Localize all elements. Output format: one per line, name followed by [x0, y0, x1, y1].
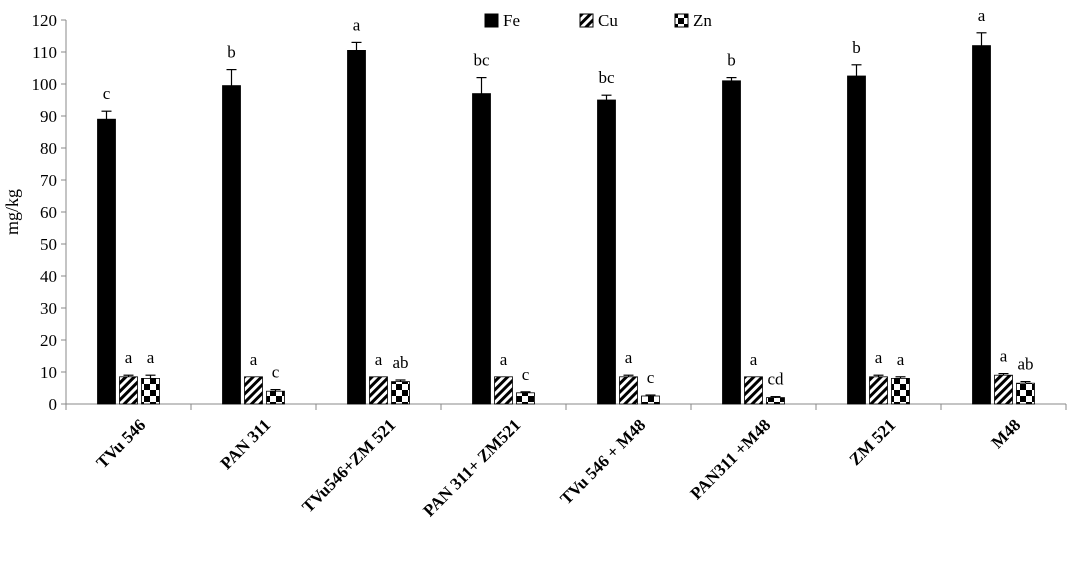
bar-fe: [222, 85, 241, 405]
y-tick-label: 10: [40, 363, 57, 382]
axes-group: 0 10 20 30 40 50 60 70 80 90 100 110 120 mg/kg TVu 546…: [2, 11, 1067, 520]
significance-letter: a: [353, 15, 361, 34]
bar-fe: [972, 45, 991, 405]
bar-cu: [244, 376, 263, 405]
significance-letter: a: [625, 348, 633, 367]
x-category-label: TVu546+ZM 521: [298, 415, 399, 516]
significance-letter: a: [1000, 347, 1008, 366]
y-tick-label: 80: [40, 139, 57, 158]
significance-letter: a: [500, 350, 508, 369]
legend-swatch-cu: [579, 13, 594, 28]
y-tick-label: 20: [40, 331, 57, 350]
y-tick-label: 120: [32, 11, 58, 30]
bar-cu: [744, 376, 763, 405]
y-tick-label: 30: [40, 299, 57, 318]
significance-letter: a: [375, 350, 383, 369]
significance-letter: bc: [473, 51, 490, 70]
bar-cu: [619, 376, 638, 405]
legend-label-zn: Zn: [693, 11, 712, 30]
x-category-label: PAN311 +M48: [686, 415, 774, 503]
significance-letter: a: [978, 6, 986, 25]
significance-letter: a: [250, 350, 258, 369]
bar-fe: [472, 93, 491, 405]
legend-swatch-fe: [484, 13, 499, 28]
legend-label-cu: Cu: [598, 11, 618, 30]
y-tick-label: 40: [40, 267, 57, 286]
bar-fe: [347, 50, 366, 405]
y-tick-label: 50: [40, 235, 57, 254]
significance-letter: a: [147, 348, 155, 367]
bar-zn: [1016, 382, 1035, 405]
y-tick-label: 90: [40, 107, 57, 126]
significance-letter: c: [522, 365, 530, 384]
bar-zn: [141, 377, 160, 405]
bar-zn: [641, 395, 660, 405]
y-tick-label: 100: [32, 75, 58, 94]
significance-letter: b: [227, 43, 236, 62]
significance-letter: c: [272, 363, 280, 382]
legend: Fe Cu Zn: [484, 11, 712, 30]
significance-letter: b: [852, 38, 861, 57]
significance-letter: c: [103, 84, 111, 103]
x-category-label: PAN 311: [217, 415, 275, 473]
bar-zn: [891, 377, 910, 405]
significance-letter: a: [897, 350, 905, 369]
bar-cu: [369, 376, 388, 405]
significance-letter: cd: [767, 370, 784, 389]
significance-letter: a: [125, 348, 133, 367]
significance-letter: c: [647, 368, 655, 387]
bar-cu: [119, 376, 138, 405]
significance-letter: ab: [392, 353, 408, 372]
significance-letter: a: [875, 348, 883, 367]
y-tick-label: 0: [49, 395, 58, 414]
significance-letter: a: [750, 350, 758, 369]
bar-fe: [97, 118, 116, 405]
bar-fe: [722, 80, 741, 405]
bar-cu: [869, 376, 888, 405]
bar-zn: [516, 392, 535, 405]
x-category-label: TVu 546 + M48: [556, 415, 649, 508]
bar-zn: [391, 381, 410, 405]
significance-letter: bc: [598, 68, 615, 87]
bar-zn: [266, 390, 285, 405]
x-category-label: M48: [988, 415, 1025, 452]
y-tick-label: 70: [40, 171, 57, 190]
legend-swatch-zn: [674, 13, 689, 28]
x-category-label: ZM 521: [845, 415, 899, 469]
y-tick-label: 110: [32, 43, 57, 62]
x-category-label: PAN 311+ ZM521: [419, 415, 524, 520]
bar-cu: [994, 374, 1013, 405]
significance-letter: b: [727, 51, 736, 70]
x-category-label: TVu 546: [93, 415, 150, 472]
bar-fe: [597, 99, 616, 405]
bar-fe: [847, 75, 866, 405]
bar-zn: [766, 397, 785, 405]
bar-cu: [494, 376, 513, 405]
y-tick-label: 60: [40, 203, 57, 222]
significance-letter: ab: [1017, 355, 1033, 374]
y-axis-title: mg/kg: [2, 189, 22, 235]
legend-label-fe: Fe: [503, 11, 520, 30]
